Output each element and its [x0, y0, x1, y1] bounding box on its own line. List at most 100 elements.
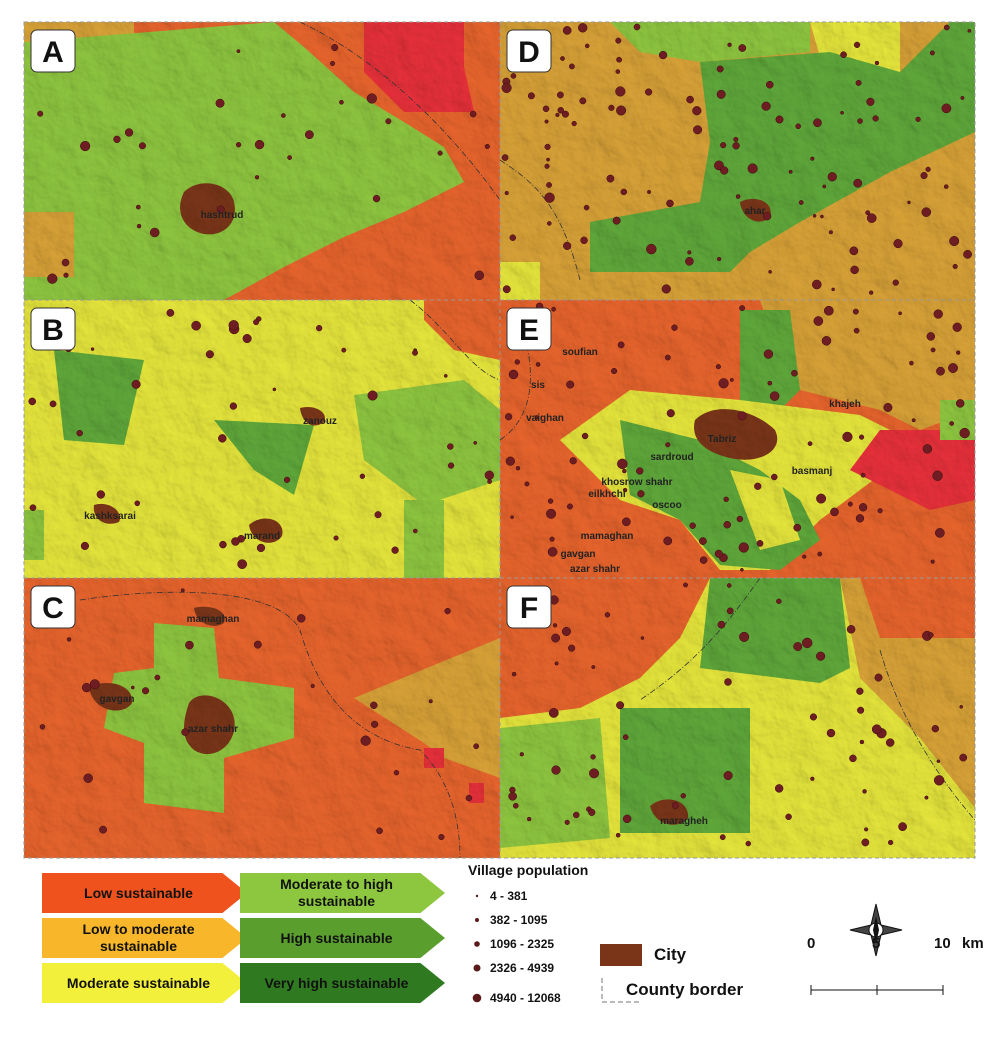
village-dot — [130, 685, 135, 690]
village-dot — [716, 65, 724, 73]
village-dot — [720, 142, 727, 149]
village-dot — [444, 607, 451, 615]
village-dot — [855, 514, 865, 523]
village-dot — [527, 92, 535, 100]
village-dot — [885, 738, 895, 747]
village-dot — [542, 105, 550, 113]
village-dot — [862, 789, 867, 794]
village-dot — [735, 194, 741, 199]
panel-letter: A — [42, 36, 64, 69]
village-dot — [827, 172, 837, 182]
village-dot — [511, 671, 517, 677]
village-dot — [857, 706, 865, 714]
city-name: ahar — [744, 206, 765, 217]
village-dot — [560, 56, 565, 61]
village-dot — [933, 309, 943, 319]
village-dot — [774, 784, 784, 793]
village-dot — [689, 522, 696, 529]
village-dot — [616, 701, 625, 710]
village-dot — [724, 678, 732, 686]
village-dot — [49, 400, 57, 408]
scale-tick: 10 — [934, 935, 951, 952]
village-dot — [926, 332, 936, 341]
village-dot — [622, 468, 627, 474]
village-dot — [412, 349, 419, 356]
village-dot — [443, 374, 448, 378]
village-dot — [726, 607, 734, 615]
village-dot — [611, 367, 618, 375]
village-dot — [556, 91, 564, 99]
village-dot — [883, 402, 893, 412]
village-dot — [39, 724, 46, 730]
panel-letter-box — [30, 29, 76, 73]
village-dot — [514, 359, 521, 365]
village-dot — [547, 547, 558, 557]
village-dot — [219, 540, 227, 549]
village-dot — [739, 305, 746, 312]
village-dot — [795, 123, 801, 130]
village-dot — [855, 80, 862, 86]
village-dot — [811, 279, 822, 290]
village-dot — [762, 212, 772, 221]
county-border-label: County border — [626, 980, 744, 999]
village-dot — [692, 106, 702, 116]
village-dot — [793, 523, 802, 532]
village-dot — [874, 673, 883, 682]
city-name: marand — [244, 531, 280, 542]
village-dot — [360, 735, 371, 746]
village-dot — [80, 140, 91, 152]
village-dot — [28, 397, 37, 406]
village-dot — [793, 642, 803, 651]
village-dot — [508, 369, 519, 380]
city-name: mamaghan — [187, 614, 240, 625]
population-class: 2326 - 4939 — [490, 961, 555, 975]
city-name: sis — [531, 380, 545, 391]
village-dot — [776, 598, 782, 604]
panel-frames — [23, 21, 976, 859]
village-dot — [563, 241, 572, 250]
county-border-swatch — [601, 978, 640, 1003]
village-dot — [561, 110, 569, 118]
village-dot — [788, 169, 793, 174]
city-name: gavgan — [560, 549, 595, 560]
village-dot — [872, 115, 879, 122]
village-dot — [438, 833, 445, 841]
village-dot — [898, 822, 907, 832]
village-dot — [955, 399, 965, 408]
village-dot — [921, 207, 932, 217]
village-dot — [646, 243, 657, 255]
north-arrow — [849, 903, 903, 957]
village-dot — [959, 753, 968, 762]
village-dot — [331, 44, 339, 52]
village-dot — [671, 801, 679, 809]
village-dot — [253, 640, 262, 649]
village-dot — [606, 174, 615, 183]
village-dot — [359, 473, 366, 479]
village-dot — [960, 95, 965, 100]
village-dot — [671, 324, 678, 331]
village-dot — [877, 508, 883, 514]
village-dot — [810, 156, 815, 161]
village-dot — [813, 118, 822, 128]
village-dot — [615, 86, 626, 97]
village-dot — [821, 336, 832, 346]
city-label: City — [654, 945, 687, 964]
city-name: Tabriz — [708, 434, 737, 445]
village-dot — [963, 249, 972, 259]
panel-letter-box — [30, 307, 76, 351]
village-dot — [756, 540, 764, 547]
village-dot — [519, 752, 524, 757]
village-dot — [549, 536, 555, 542]
village-dot — [236, 49, 241, 54]
village-dot — [717, 620, 726, 629]
village-dot — [510, 73, 517, 79]
village-dot — [136, 223, 142, 229]
population-class: 382 - 1095 — [490, 913, 548, 927]
village-dot — [840, 51, 847, 59]
village-dot — [943, 24, 950, 31]
village-dot — [546, 157, 550, 162]
village-dot — [622, 517, 631, 527]
village-dot — [124, 128, 134, 137]
